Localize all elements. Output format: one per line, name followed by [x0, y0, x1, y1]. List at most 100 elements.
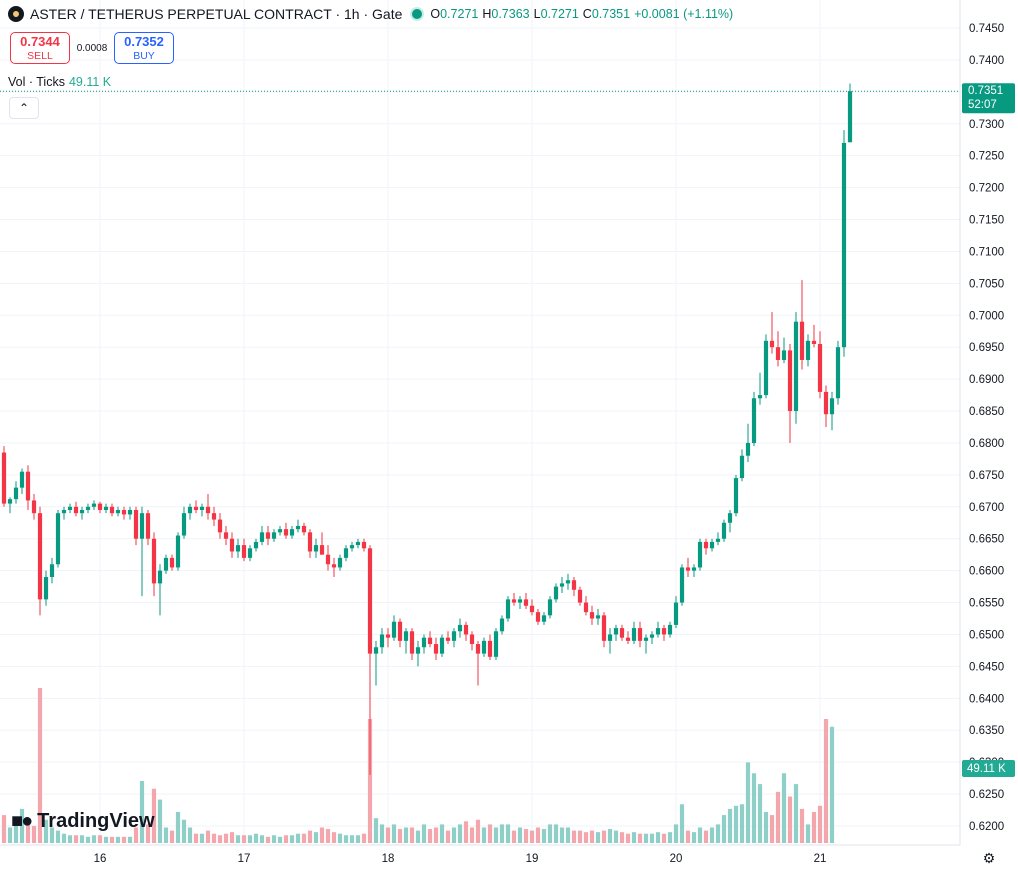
aster-coin-icon [8, 6, 24, 22]
market-status-icon[interactable] [412, 9, 423, 19]
candle-body [637, 628, 643, 641]
collapse-legend-button[interactable]: ⌃ [9, 97, 39, 119]
volume-bar [343, 835, 349, 843]
candle-body [379, 634, 385, 648]
candle-body [685, 567, 691, 571]
tradingview-logo[interactable]: ■● TradingView [11, 810, 155, 833]
candle-body [655, 628, 661, 635]
price-axis[interactable]: 0.74500.74000.73500.73000.72500.72000.71… [969, 23, 1004, 833]
candle-body [541, 615, 547, 622]
volume-bar [247, 835, 253, 843]
volume-badge-label: 49.11 K [967, 763, 1006, 775]
symbol-title[interactable]: ASTER / TETHERUS PERPETUAL CONTRACT · 1h… [30, 6, 403, 22]
price-tick-label: 0.7150 [969, 215, 1004, 227]
volume-bar [829, 726, 835, 843]
volume-bar [487, 824, 493, 843]
candle-body [55, 513, 61, 565]
volume-bar [685, 830, 691, 843]
volume-bar [583, 832, 589, 843]
volume-bar [295, 833, 301, 843]
candle-body [679, 567, 685, 603]
candle-body [85, 506, 91, 510]
candle-body [265, 532, 271, 539]
price-axis-labels: 0.7351 52:07 49.11 K [962, 83, 1015, 777]
tradingview-wordmark: TradingView [37, 810, 155, 832]
volume-bar [523, 829, 529, 843]
time-tick-label: 16 [94, 853, 107, 865]
volume-bar [361, 833, 367, 843]
volume-bar [91, 835, 97, 843]
last-price-label: 0.7351 [968, 85, 1003, 97]
buy-button[interactable]: 0.7352 BUY [114, 32, 174, 64]
volume-bar [469, 827, 475, 843]
volume-bar [175, 812, 181, 843]
ohlc-close: C0.7351 [583, 7, 630, 21]
price-change: +0.0081 (+1.11%) [634, 7, 734, 21]
candle-body [313, 545, 319, 552]
volume-bar [433, 827, 439, 843]
time-tick-label: 17 [238, 853, 251, 865]
volume-bar [643, 833, 649, 843]
volume-bar [115, 836, 121, 843]
candle-body [67, 506, 73, 510]
candle-body [805, 340, 811, 360]
volume-bar [577, 830, 583, 843]
volume-bar [823, 719, 829, 843]
price-tick-label: 0.6600 [969, 566, 1004, 578]
price-tick-label: 0.7400 [969, 55, 1004, 67]
time-tick-label: 18 [382, 853, 395, 865]
price-tick-label: 0.6200 [969, 821, 1004, 833]
countdown-label: 52:07 [968, 99, 997, 111]
candle-body [127, 509, 133, 515]
volume-bar [499, 824, 505, 843]
candle-body [217, 519, 223, 533]
volume-bar [169, 830, 175, 843]
chart-settings-icon[interactable]: ⚙ [982, 850, 996, 866]
candle-body [211, 513, 217, 520]
volume-bar [457, 824, 463, 843]
volume-bar [415, 830, 421, 843]
candle-body [649, 634, 655, 638]
candle-body [493, 631, 499, 657]
volume-bar [265, 836, 271, 843]
candle-body [79, 509, 85, 514]
candle-body [409, 631, 415, 654]
candle-body [421, 637, 427, 648]
time-axis[interactable]: 16 17 18 19 20 21 [94, 853, 827, 865]
low-value: 0.7271 [540, 7, 579, 21]
volume-bar [745, 762, 751, 843]
candle-body [355, 541, 361, 546]
sell-button[interactable]: 0.7344 SELL [10, 32, 70, 64]
volume-legend[interactable]: Vol · Ticks 49.11 K [8, 75, 111, 89]
volume-bar [637, 833, 643, 843]
sell-label: SELL [27, 50, 53, 62]
candle-body [565, 580, 571, 584]
volume-bar [319, 827, 325, 843]
volume-bar [763, 812, 769, 843]
volume-bar [409, 827, 415, 843]
candle-body [247, 548, 253, 558]
candle-body [19, 471, 25, 488]
candle-body [277, 529, 283, 533]
candle-body [463, 624, 469, 635]
volume-bar [217, 835, 223, 843]
volume-bar [337, 833, 343, 843]
candle-body [787, 350, 793, 412]
candle-body [619, 628, 625, 638]
volume-bar [793, 784, 799, 843]
close-label: C [582, 7, 592, 21]
volume-bar [139, 781, 145, 843]
volume-bar [673, 824, 679, 843]
volume-bar [187, 827, 193, 843]
volume-bar [427, 829, 433, 843]
tradingview-logo-icon: ■● [11, 810, 33, 832]
volume-bar [127, 836, 133, 843]
volume-bar [769, 815, 775, 843]
volume-bar [655, 832, 661, 843]
volume-bar [235, 835, 241, 843]
candle-body [319, 545, 325, 555]
open-label: O [430, 7, 441, 21]
volume-bar [691, 832, 697, 843]
candle-body [175, 535, 181, 568]
